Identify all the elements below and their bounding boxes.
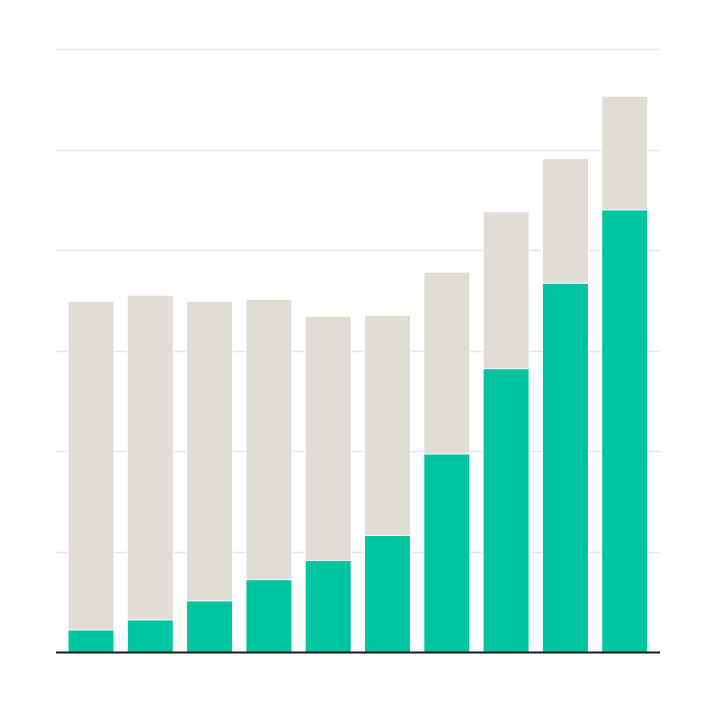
bar-segment-series-1-col-1 xyxy=(67,629,115,653)
bar-segment-series-2-col-2 xyxy=(126,294,174,621)
bar-segment-series-1-col-5 xyxy=(304,560,352,653)
bar-segment-series-1-col-8 xyxy=(482,368,530,653)
bar-segment-series-2-col-10 xyxy=(601,95,649,211)
bar-segment-series-1-col-2 xyxy=(126,619,174,653)
bar-segment-series-1-col-6 xyxy=(364,534,411,653)
bar-segment-series-1-col-4 xyxy=(245,579,293,653)
bar-segment-series-1-col-9 xyxy=(541,282,589,653)
bar-segment-series-2-col-4 xyxy=(245,298,293,581)
bar-segment-series-1-col-3 xyxy=(186,600,234,653)
bar-segment-series-1-col-10 xyxy=(601,209,649,653)
bar-segment-series-2-col-1 xyxy=(67,300,115,631)
bar-segment-series-2-col-3 xyxy=(186,300,234,602)
bar-segment-series-2-col-9 xyxy=(541,158,589,284)
bar-segment-series-2-col-7 xyxy=(423,271,471,455)
bar-segment-series-2-col-6 xyxy=(364,314,411,536)
bar-segment-series-2-col-8 xyxy=(482,211,530,370)
bars-group xyxy=(67,95,649,653)
bar-segment-series-1-col-7 xyxy=(423,453,471,653)
bar-segment-series-2-col-5 xyxy=(304,315,352,561)
